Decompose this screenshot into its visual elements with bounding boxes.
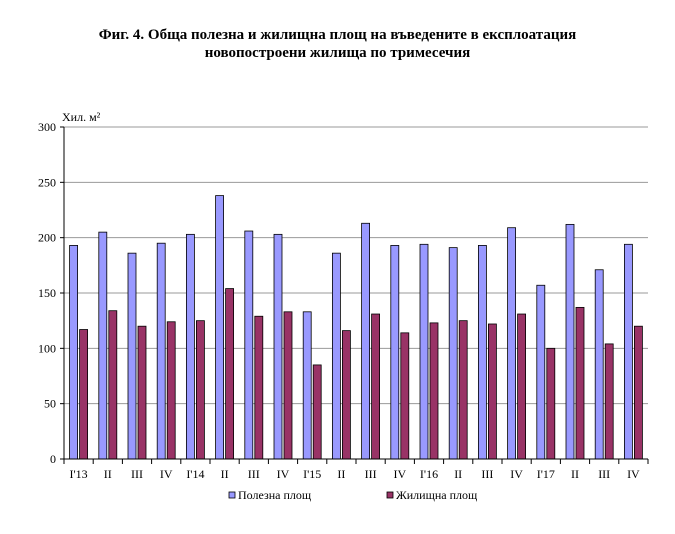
- bar-living-area: [108, 310, 118, 460]
- bar-living-area: [604, 343, 614, 460]
- bar-living-area: [137, 325, 147, 460]
- x-tick-label: IV: [510, 467, 523, 481]
- x-tick-label: IV: [277, 467, 290, 481]
- bar-living-area: [458, 320, 468, 460]
- bar-useful-area: [448, 247, 458, 460]
- bar-useful-area: [215, 195, 225, 460]
- x-tick-label: IV: [393, 467, 406, 481]
- bar-useful-area: [127, 252, 137, 460]
- x-tick-label: III: [481, 467, 493, 481]
- x-tick-label: III: [248, 467, 260, 481]
- legend-swatch-useful: [228, 491, 236, 499]
- bar-useful-area: [361, 222, 371, 460]
- chart-title-line-1: Фиг. 4. Обща полезна и жилищна площ на в…: [98, 27, 577, 43]
- bar-living-area: [634, 325, 643, 460]
- x-tick-label: II: [454, 467, 462, 481]
- x-tick-label: I'16: [420, 467, 438, 481]
- y-tick-label: 0: [50, 452, 56, 466]
- bar-living-area: [400, 332, 410, 460]
- x-tick-label: II: [571, 467, 579, 481]
- bar-useful-area: [185, 233, 195, 460]
- legend-label-living: Жилищна площ: [396, 488, 477, 502]
- y-tick-label: 50: [44, 397, 56, 411]
- bar-useful-area: [565, 223, 575, 460]
- bar-useful-area: [419, 243, 429, 460]
- x-tick-label: I'14: [186, 467, 204, 481]
- bar-living-area: [575, 306, 585, 460]
- y-tick-label: 250: [38, 175, 56, 189]
- bar-useful-area: [156, 242, 166, 460]
- x-tick-label: III: [365, 467, 377, 481]
- bar-living-area: [429, 322, 439, 460]
- x-tick-label: I'15: [303, 467, 321, 481]
- bar-living-area: [195, 320, 205, 460]
- x-tick-label: II: [104, 467, 112, 481]
- bar-useful-area: [98, 231, 108, 460]
- bar-useful-area: [390, 245, 400, 460]
- legend-label-useful: Полезна площ: [238, 488, 311, 502]
- y-tick-label: 200: [38, 231, 56, 245]
- bar-living-area: [371, 313, 381, 460]
- x-tick-label: IV: [160, 467, 173, 481]
- y-tick-label: 300: [38, 120, 56, 134]
- y-tick-label: 100: [38, 341, 56, 355]
- bar-useful-area: [594, 269, 604, 460]
- y-axis-label: Хил. м²: [62, 110, 101, 124]
- axes: [60, 126, 649, 464]
- x-tick-label: III: [131, 467, 143, 481]
- bar-useful-area: [244, 230, 254, 460]
- y-tick-label: 150: [38, 286, 56, 300]
- x-tick-label: I'13: [70, 467, 88, 481]
- bar-living-area: [79, 329, 88, 460]
- bar-useful-area: [477, 245, 487, 460]
- legend-swatch-living: [386, 491, 394, 499]
- bar-living-area: [546, 347, 556, 460]
- x-tick-label: III: [598, 467, 610, 481]
- bar-useful-area: [331, 252, 341, 460]
- bar-useful-area: [69, 245, 78, 460]
- bar-living-area: [254, 315, 264, 460]
- bars: [69, 195, 643, 460]
- x-tick-label: I'17: [537, 467, 555, 481]
- grid-lines: [64, 126, 648, 405]
- legend: Полезна площ Жилищна площ: [228, 488, 477, 502]
- bar-useful-area: [273, 233, 283, 460]
- x-tick-label: IV: [627, 467, 640, 481]
- chart-title-line-2: новопостроени жилища по тримесечия: [204, 45, 471, 61]
- bar-useful-area: [624, 243, 633, 460]
- bar-useful-area: [302, 311, 312, 460]
- bar-living-area: [225, 288, 235, 460]
- chart-title: Фиг. 4. Обща полезна и жилищна площ на в…: [0, 26, 675, 62]
- x-tick-label: II: [221, 467, 229, 481]
- bar-living-area: [517, 313, 526, 460]
- bar-living-area: [341, 330, 351, 460]
- bar-living-area: [283, 311, 293, 460]
- bar-useful-area: [507, 227, 517, 460]
- bar-living-area: [487, 323, 497, 460]
- x-tick-label: II: [337, 467, 345, 481]
- bar-living-area: [312, 364, 322, 460]
- bar-living-area: [166, 321, 176, 460]
- bar-useful-area: [536, 284, 546, 460]
